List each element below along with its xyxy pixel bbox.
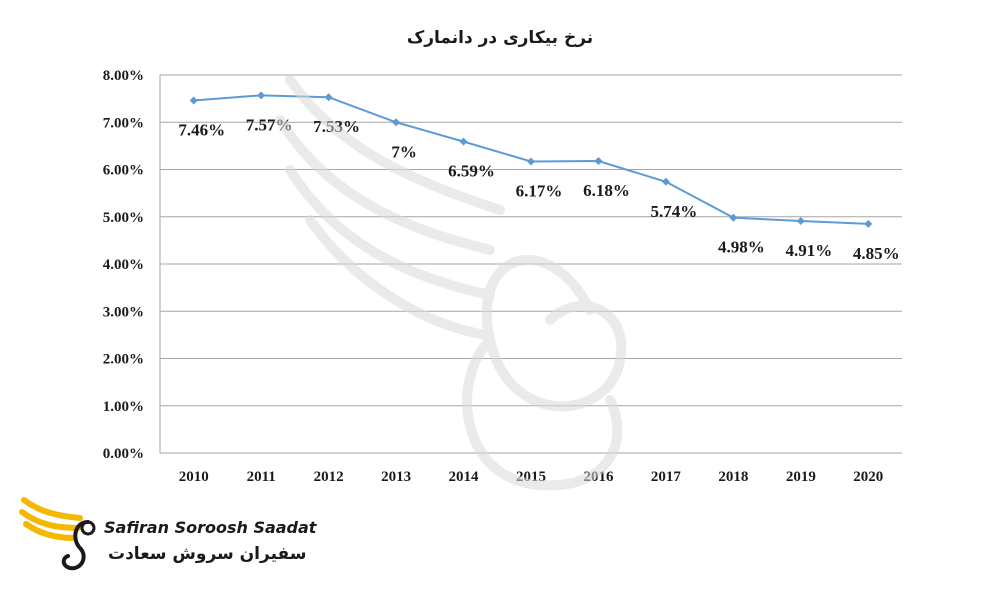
data-label: 4.98%: [718, 238, 765, 257]
data-label: 7%: [391, 142, 417, 161]
y-tick-label: 8.00%: [103, 68, 144, 84]
data-point: [864, 219, 873, 228]
data-point: [459, 137, 468, 146]
x-tick-label: 2018: [718, 469, 748, 485]
data-label: 6.17%: [516, 181, 563, 200]
data-label: 6.59%: [448, 162, 495, 181]
data-point: [189, 96, 198, 105]
data-point: [729, 213, 738, 222]
x-tick-label: 2017: [651, 469, 682, 485]
y-tick-label: 7.00%: [103, 115, 144, 131]
series-points-layer: [189, 91, 873, 228]
logo-name-fa: سفیران سروش سعادت: [108, 544, 307, 564]
logo-name-en: Safiran Soroosh Saadat: [104, 518, 317, 537]
y-tick-label: 3.00%: [103, 304, 144, 320]
company-logo: Safiran Soroosh Saadat سفیران سروش سعادت: [18, 492, 316, 582]
data-point: [594, 156, 603, 165]
data-point: [796, 217, 805, 226]
data-label: 4.91%: [785, 241, 832, 260]
x-tick-label: 2012: [314, 469, 344, 485]
y-tick-label: 4.00%: [103, 257, 144, 273]
y-tick-label: 1.00%: [103, 399, 144, 415]
data-point: [324, 93, 333, 102]
y-tick-label: 0.00%: [103, 446, 144, 462]
y-tick-labels: 0.00% 1.00% 2.00% 3.00% 4.00% 5.00% 6.00% 7.00%…: [103, 68, 144, 462]
data-label: 6.18%: [583, 181, 630, 200]
data-point: [257, 91, 266, 100]
watermark-swan-icon: [275, 75, 627, 491]
data-point: [661, 177, 670, 186]
x-tick-label: 2013: [381, 469, 411, 485]
data-point: [527, 157, 535, 166]
chart-title: نرخ بیکاری در دانمارک: [407, 28, 593, 48]
data-label: 4.85%: [853, 244, 900, 263]
y-tick-label: 2.00%: [103, 352, 144, 368]
x-tick-label: 2020: [853, 469, 883, 485]
y-tick-label: 6.00%: [103, 163, 144, 179]
x-tick-label: 2014: [449, 469, 480, 485]
y-tick-label: 5.00%: [103, 210, 144, 226]
data-point: [392, 118, 401, 127]
data-label: 5.74%: [651, 202, 698, 221]
data-label: 7.46%: [178, 121, 225, 140]
x-tick-label: 2011: [247, 469, 276, 485]
x-tick-label: 2019: [786, 469, 816, 485]
logo-wing-icon: [19, 497, 96, 571]
x-tick-label: 2010: [179, 469, 209, 485]
